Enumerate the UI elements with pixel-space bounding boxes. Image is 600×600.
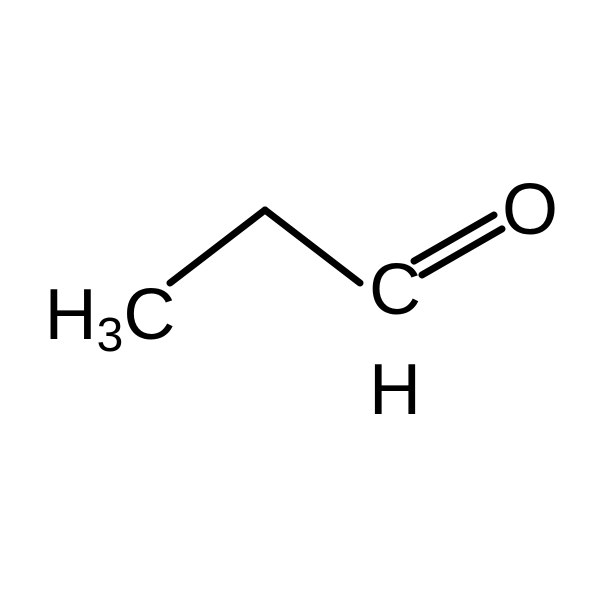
bond-line bbox=[170, 210, 265, 283]
atom-c3: C bbox=[369, 250, 421, 330]
bond-line bbox=[265, 210, 360, 283]
molecule-diagram: H3C CH O bbox=[0, 0, 600, 600]
atoms-group: H3C CH O bbox=[45, 170, 558, 430]
bonds-group bbox=[170, 210, 502, 283]
atom-h3: H bbox=[369, 350, 421, 430]
atom-ch3: H3C bbox=[45, 275, 176, 362]
atom-o: O bbox=[502, 170, 558, 250]
